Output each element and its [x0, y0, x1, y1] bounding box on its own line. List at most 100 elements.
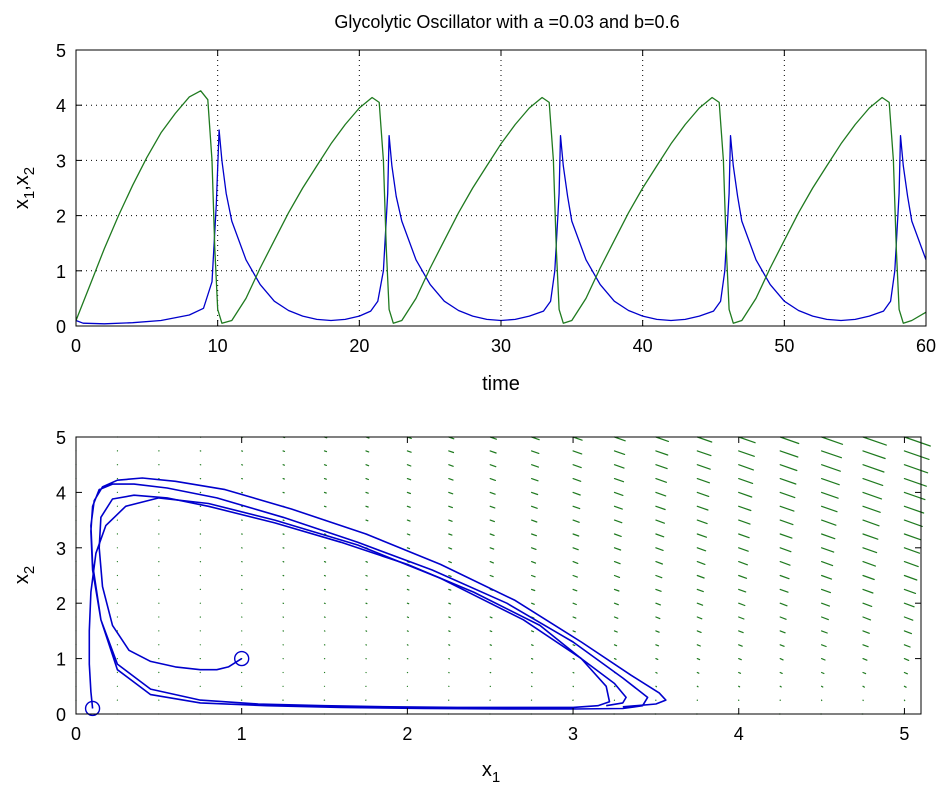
vector-arrow [365, 464, 370, 467]
vector-arrow [903, 602, 915, 608]
vector-arrow [738, 547, 749, 552]
vector-arrow [738, 533, 750, 539]
vector-arrow [779, 574, 790, 580]
vector-arrow [779, 657, 784, 661]
vector-arrow [572, 574, 578, 578]
vector-arrow [655, 588, 662, 592]
vector-arrow [489, 616, 493, 619]
vector-arrow [530, 644, 534, 647]
vector-arrow [655, 560, 664, 565]
vector-arrow [613, 644, 618, 647]
vector-arrow [820, 436, 844, 445]
vector-arrow [820, 533, 836, 540]
time-series-y-axis-label: x1,x2 [11, 167, 38, 209]
vector-arrow [530, 450, 540, 454]
vector-arrow [903, 450, 930, 460]
vector-arrow [655, 644, 660, 647]
vector-arrow [489, 560, 494, 564]
series-x1-line [75, 129, 927, 325]
y-tick-label: 1 [56, 262, 66, 282]
vector-arrow [572, 519, 580, 523]
x-tick-label: 0 [71, 336, 81, 356]
vector-arrow [448, 602, 452, 605]
vector-arrow [820, 588, 832, 594]
vector-arrow [613, 560, 621, 565]
vector-arrow [406, 491, 411, 495]
vector-arrow [862, 671, 867, 675]
vector-arrow [779, 616, 787, 620]
time-series-panel: Glycolytic Oscillator with a =0.03 and b… [11, 12, 936, 395]
vector-arrow [903, 644, 911, 648]
vector-arrow [655, 436, 670, 442]
vector-arrow [779, 491, 796, 499]
vector-arrow [779, 588, 789, 593]
vector-field [75, 436, 931, 715]
vector-arrow [613, 464, 625, 469]
vector-arrow [696, 671, 700, 674]
vector-arrow [448, 547, 453, 550]
vector-arrow [696, 519, 708, 525]
vector-arrow [862, 644, 869, 648]
vector-arrow [406, 533, 411, 536]
y-tick-label: 0 [56, 317, 66, 337]
vector-arrow [862, 450, 886, 460]
vector-arrow [862, 505, 881, 513]
vector-arrow [489, 519, 495, 523]
vector-arrow [820, 630, 828, 634]
vector-arrow [613, 505, 623, 510]
vector-arrow [365, 505, 369, 508]
initial-point-marker [233, 650, 250, 667]
vector-arrow [738, 464, 755, 471]
vector-arrow [655, 450, 669, 456]
vector-arrow [820, 560, 834, 567]
vector-arrow [862, 574, 875, 581]
phase-plane-x-axis-label: x1 [482, 759, 500, 786]
initial-condition-markers [84, 650, 250, 717]
vector-arrow [655, 671, 658, 674]
vector-arrow [489, 547, 495, 550]
x-tick-label: 50 [774, 336, 794, 356]
x-tick-label: 2 [402, 724, 412, 744]
vector-arrow [572, 505, 581, 510]
x-tick-label: 3 [568, 724, 578, 744]
vector-arrow [572, 547, 579, 551]
vector-arrow [696, 588, 704, 593]
vector-arrow [655, 602, 662, 606]
vector-arrow [448, 464, 454, 467]
vector-arrow [530, 533, 538, 537]
vector-arrow [779, 450, 799, 458]
vector-arrow [738, 478, 754, 484]
vector-arrow [323, 505, 327, 508]
vector-arrow [572, 588, 578, 592]
vector-arrow [820, 478, 840, 486]
vector-arrow [572, 464, 582, 469]
vector-arrow [448, 533, 453, 536]
vector-arrow [530, 478, 539, 482]
vector-arrow [820, 616, 829, 621]
vector-arrow [365, 519, 369, 522]
vector-arrow [779, 630, 786, 634]
vector-arrow [406, 450, 412, 453]
vector-arrow [903, 560, 919, 568]
vector-arrow [820, 644, 827, 648]
vector-arrow [820, 574, 833, 580]
vector-arrow [613, 533, 622, 538]
x-tick-label: 1 [237, 724, 247, 744]
phase-plane-y-ticks: 0 1 2 3 4 5 [56, 428, 921, 725]
vector-arrow [489, 464, 497, 468]
vector-arrow [613, 630, 618, 633]
vector-arrow [862, 560, 877, 567]
vector-arrow [613, 588, 620, 592]
vector-arrow [613, 450, 626, 455]
vector-arrow [448, 616, 451, 619]
vector-arrow [820, 505, 838, 513]
vector-arrow [903, 464, 929, 474]
vector-arrow [572, 602, 577, 606]
vector-arrow [530, 602, 535, 605]
vector-arrow [655, 630, 660, 633]
vector-arrow [862, 519, 880, 527]
vector-arrow [572, 533, 580, 537]
vector-arrow [530, 574, 536, 578]
x-tick-label: 30 [491, 336, 511, 356]
vector-arrow [903, 671, 909, 675]
